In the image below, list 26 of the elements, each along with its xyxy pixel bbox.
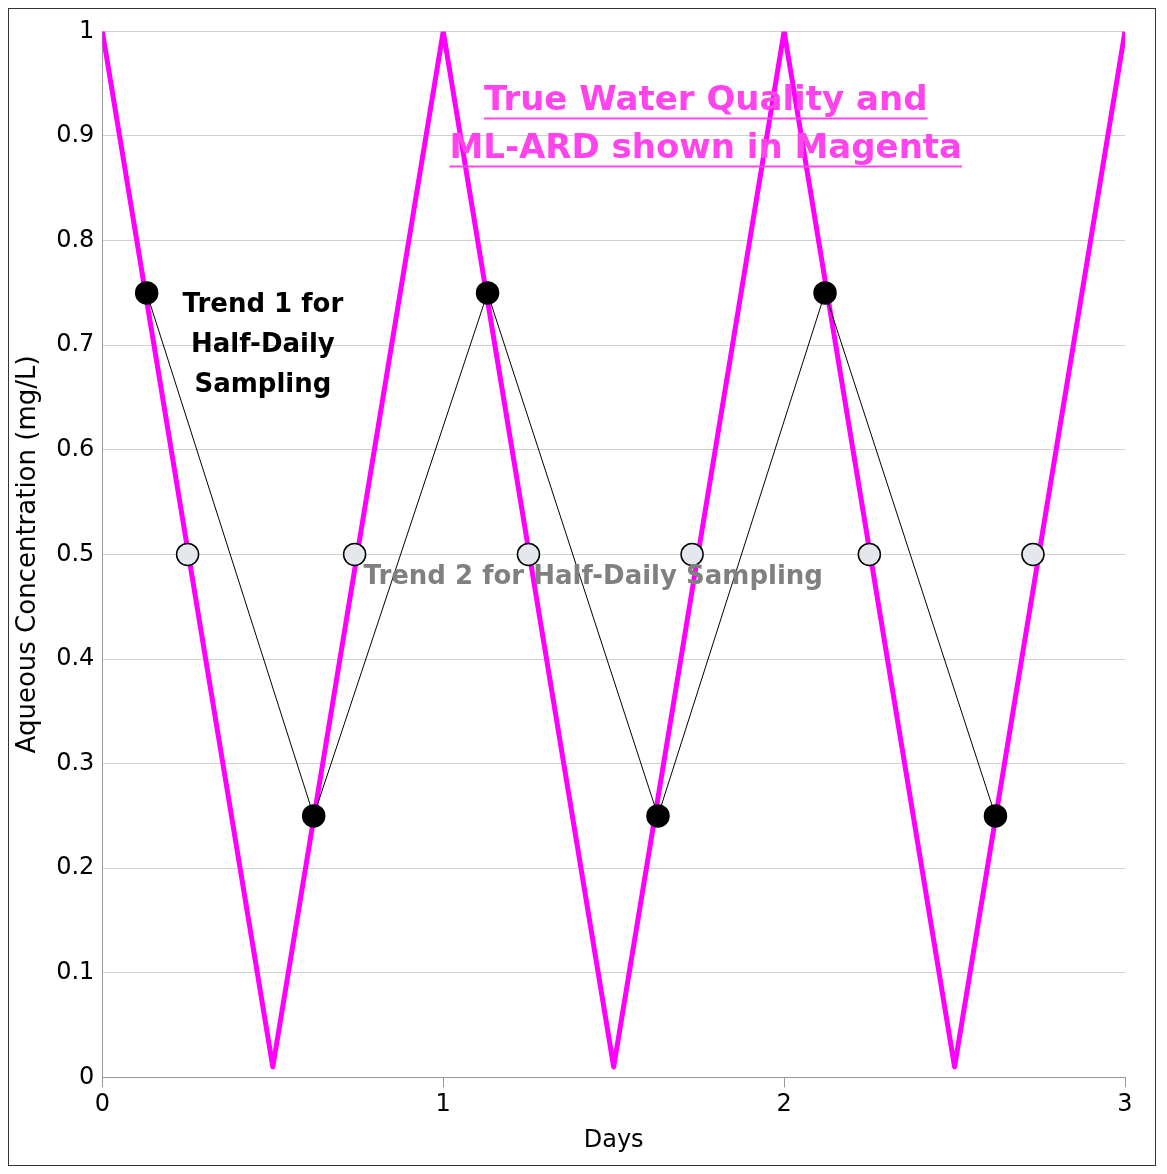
y-tick-label: 0.8 [56,224,95,253]
x-tick-label: 2 [776,1089,792,1118]
x-tick-label: 3 [1117,1089,1133,1118]
y-tick-label: 0.7 [56,329,95,358]
y-tick-label: 0 [79,1061,95,1090]
point [175,542,200,567]
x-axis-title: Days [583,1124,644,1153]
point [813,281,837,305]
point [983,804,1008,828]
annotation: Trend 1 for Half-Daily Sampling [182,287,344,398]
y-tick-label: 0.5 [56,538,95,567]
y-tick-label: 1 [79,15,95,44]
point [134,281,159,305]
y-tick-label: 0.2 [56,852,95,881]
point [475,281,500,305]
x-tick-label: 1 [435,1089,451,1118]
y-axis-title: Aqueous Concentration (mg/L) [11,355,42,754]
point [301,804,326,828]
y-tick-label: 0.9 [56,120,95,149]
point [646,804,670,828]
y-tick-label: 0.4 [56,643,95,672]
point [857,542,882,567]
y-tick-label: 0.3 [56,747,95,776]
point [1021,542,1045,567]
y-tick-label: 0.6 [56,434,95,463]
y-tick-label: 0.1 [56,957,95,986]
